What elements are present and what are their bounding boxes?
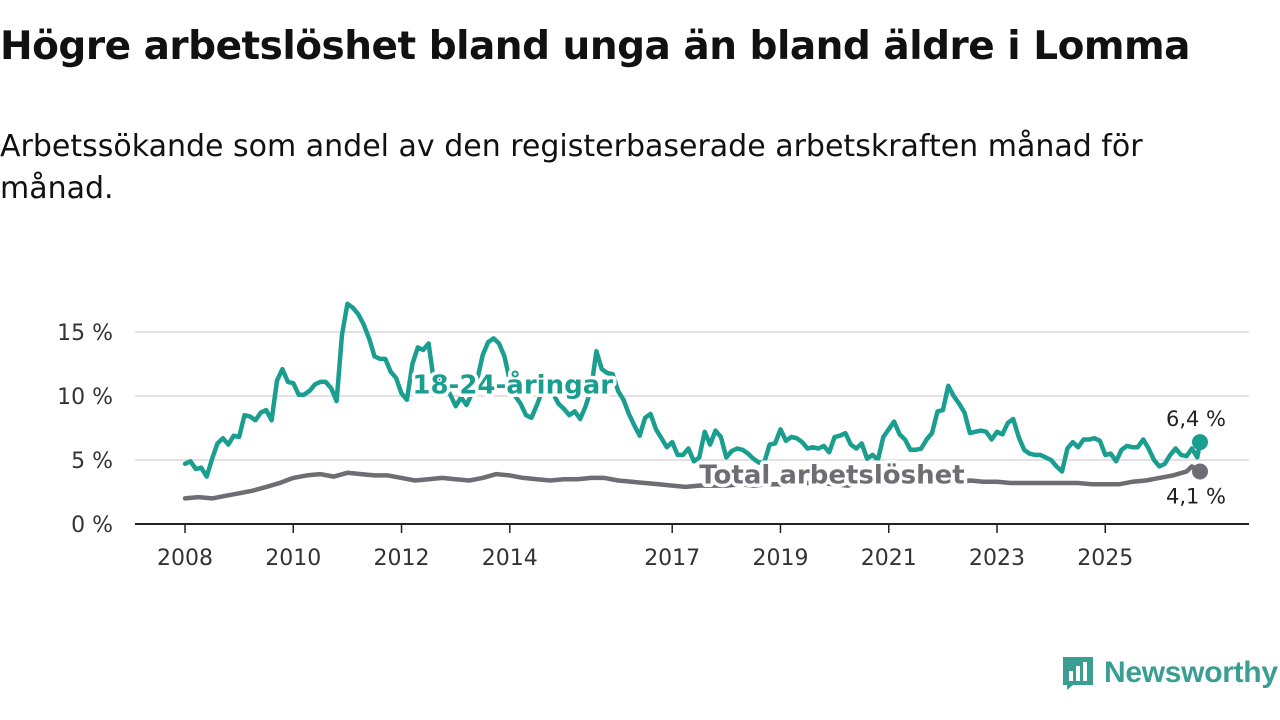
series-line-total-arbetsl-shet [182,464,1203,501]
x-tick-label: 2019 [752,546,808,571]
x-axis: 2008 2010 2012 2014 2017 2019 2021 2023 2025 [135,523,1249,571]
y-tick-label: 10 % [57,385,113,410]
y-tick-label: 0 % [71,513,113,538]
x-tick-label: 2021 [861,546,917,571]
x-tick-label: 2017 [644,546,700,571]
newsworthy-logo-text: Newsworthy [1104,656,1278,689]
x-tick-label: 2010 [265,546,321,571]
x-tick-label: 2025 [1077,546,1133,571]
y-tick-label: 15 % [57,321,113,346]
series-lines [182,301,1208,501]
series-end-label-total-arbetsl-shet: 4,1 % [1166,485,1226,509]
series-end-point-total-arbetsl-shet [1192,463,1208,480]
series-end-label-18-24-ringar: 6,4 % [1166,407,1226,431]
x-tick-label: 2008 [157,546,213,571]
series-end-point-18-24-ringar [1192,434,1208,451]
chart-subtitle: Arbetssökande som andel av den registerb… [0,129,1143,206]
newsworthy-logo-icon [1063,657,1093,690]
x-tick-label: 2012 [374,546,430,571]
series-labels: 18-24-åringar 6,4 % Total arbetslöshet 4,1 … [409,365,1229,511]
newsworthy-brand[interactable]: Newsworthy [1060,655,1278,691]
series-label-total-arbetsl-shet: Total arbetslöshet [699,461,964,491]
x-tick-label: 2023 [969,546,1025,571]
series-line-18-24-ringar [182,301,1203,479]
x-tick-label: 2014 [482,546,538,571]
chart-title: Högre arbetslöshet bland unga än bland ä… [0,24,1190,69]
series-label-18-24-ringar: 18-24-åringar [412,368,613,400]
y-axis-tick-labels: 0 % 5 % 10 % 15 % [57,321,113,538]
y-tick-label: 5 % [71,449,113,474]
